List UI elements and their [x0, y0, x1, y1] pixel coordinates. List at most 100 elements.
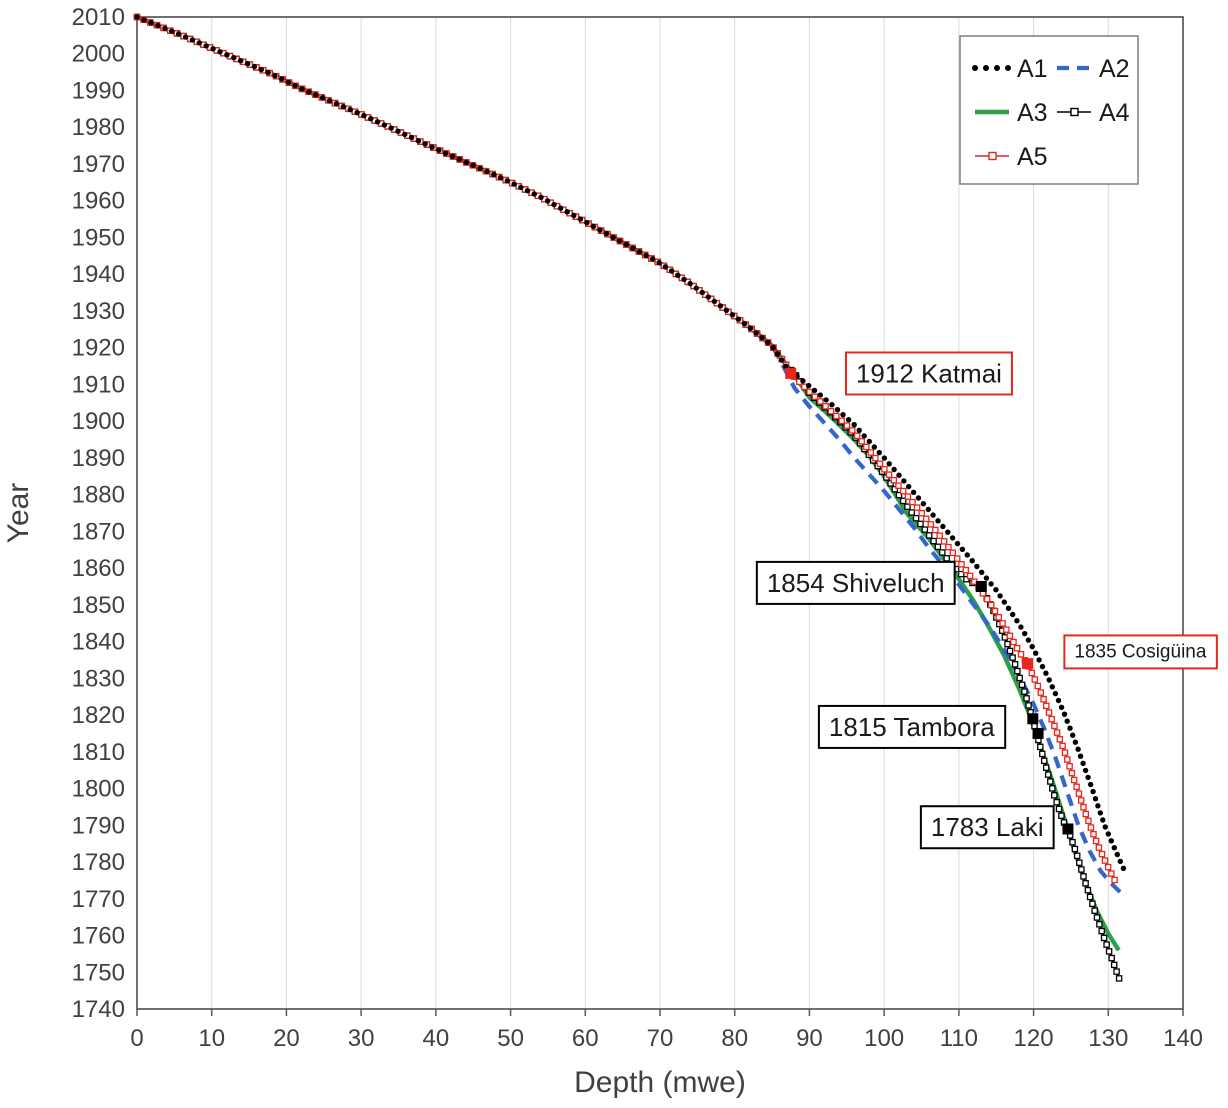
- series-A5-marker: [1085, 817, 1092, 825]
- y-tick-label: 1750: [72, 959, 125, 986]
- series-A5-marker: [918, 509, 925, 517]
- series-A1-dot: [381, 122, 388, 128]
- annotation-1815-tambora: 1815 Tambora: [817, 704, 1044, 749]
- series-A1-dot: [272, 73, 278, 79]
- series-A1-dot: [964, 552, 970, 558]
- legend-entry-A3: A3: [975, 99, 1048, 127]
- series-A1-dot: [299, 86, 305, 92]
- series-A1-dot: [856, 427, 862, 433]
- series-A4-marker: [1039, 750, 1046, 758]
- series-A5-marker: [1017, 651, 1025, 658]
- series-A4-marker: [957, 570, 965, 578]
- series-A1-dot: [1055, 697, 1062, 704]
- series-A1-dot: [845, 417, 852, 423]
- series-A5-marker: [922, 515, 930, 523]
- series-A1-dot: [292, 82, 298, 89]
- legend-entry-A1: A1: [972, 55, 1048, 83]
- series-A5-marker: [872, 454, 879, 462]
- x-tick-label: 30: [348, 1025, 375, 1052]
- series-A1-dot: [395, 128, 401, 134]
- series-A4-marker: [1037, 743, 1044, 751]
- series-A4-marker: [1031, 722, 1038, 730]
- series-A1-dot: [1039, 663, 1046, 670]
- series-A1-dot: [979, 569, 985, 575]
- series-A1-dot: [340, 104, 346, 110]
- y-tick-label: 1980: [72, 114, 125, 141]
- series-A5-marker: [1064, 756, 1071, 763]
- x-tick-label: 140: [1163, 1025, 1203, 1052]
- event-marker-1815-tambora: [1027, 713, 1039, 725]
- series-A1-dot: [148, 20, 154, 26]
- series-A1-dot: [988, 581, 994, 587]
- series-A1-dot: [443, 150, 449, 156]
- series-A1-dot: [518, 184, 524, 191]
- x-tick-label: 20: [273, 1025, 300, 1052]
- series-A1-dot: [511, 181, 517, 187]
- series-A4-marker: [1091, 907, 1098, 914]
- series-A4-marker: [1080, 873, 1087, 880]
- series-A1-dot: [974, 563, 980, 570]
- series-A1-dot: [759, 335, 765, 341]
- y-tick-label: 2010: [72, 4, 125, 31]
- y-tick-label: 1770: [72, 886, 125, 913]
- series-A1-dot: [354, 109, 360, 116]
- series-A1-dot: [1090, 788, 1096, 795]
- series-A1-dot: [436, 147, 442, 153]
- series-A1-dot: [915, 495, 922, 501]
- annotation-label-1854-shiveluch: 1854 Shiveluch: [767, 568, 945, 598]
- series-A1-dot: [1033, 650, 1039, 656]
- y-tick-label: 1800: [72, 776, 125, 803]
- x-tick-label: 100: [864, 1025, 904, 1052]
- y-tick-label: 1820: [72, 702, 125, 729]
- legend-label-A4: A4: [1099, 99, 1130, 127]
- series-A1-dot: [741, 321, 748, 327]
- series-A4-marker: [1073, 852, 1081, 860]
- series-A4-marker: [899, 497, 907, 505]
- series-A4-marker: [1078, 866, 1085, 873]
- y-tick-label: 1910: [72, 371, 125, 398]
- series-A4-marker: [1053, 798, 1060, 806]
- series-A5-marker: [890, 476, 898, 484]
- event-marker-1783-laki: [1062, 823, 1074, 835]
- series-A5-marker: [858, 438, 865, 445]
- series-A5-marker: [843, 422, 851, 429]
- series-A1-dot: [823, 397, 829, 403]
- series-A4-marker: [1011, 661, 1019, 668]
- y-tick-label: 1790: [72, 812, 125, 839]
- series-A1-dot: [408, 134, 415, 141]
- series-A5-marker: [1098, 850, 1106, 858]
- series-A1-dot: [1025, 637, 1032, 643]
- y-tick-label: 1870: [72, 518, 125, 545]
- series-A1-dot: [285, 79, 292, 86]
- series-A5-marker: [940, 538, 948, 545]
- series-A5-marker: [849, 427, 856, 434]
- y-tick-label: 1900: [72, 408, 125, 435]
- series-A5-marker: [838, 417, 845, 425]
- annotation-1835-cosig-ina: 1835 Cosigüina: [1022, 634, 1218, 670]
- series-A1-dot: [1100, 817, 1106, 823]
- series-A1-dot: [886, 461, 892, 467]
- series-A4-marker: [930, 537, 937, 545]
- y-tick-label: 1940: [72, 261, 125, 288]
- series-A1-dot: [1021, 630, 1028, 637]
- series-A1-dot: [203, 43, 209, 49]
- series-A1-dot: [834, 407, 841, 413]
- legend-label-A3: A3: [1017, 99, 1048, 127]
- legend-entry-A4: A4: [1057, 99, 1130, 127]
- series-A1-dot: [681, 276, 687, 283]
- legend-sample-marker: [988, 151, 997, 161]
- series-A1-dot: [279, 76, 285, 82]
- event-marker-1912-katmai: [785, 367, 797, 379]
- series-A1-dot: [774, 351, 781, 357]
- series-A1-dot: [949, 535, 956, 541]
- series-A1-dot: [306, 89, 312, 95]
- series-A1-dot: [969, 558, 975, 564]
- y-tick-label: 1920: [72, 335, 125, 362]
- series-A4-marker: [1071, 845, 1079, 853]
- series-A1-dot: [705, 294, 711, 300]
- series-A4-marker: [891, 485, 899, 493]
- series-A1-dot: [1120, 865, 1127, 871]
- series-A5-marker: [827, 407, 835, 415]
- series-A4-marker: [943, 555, 950, 562]
- series-A5-marker: [1040, 695, 1047, 703]
